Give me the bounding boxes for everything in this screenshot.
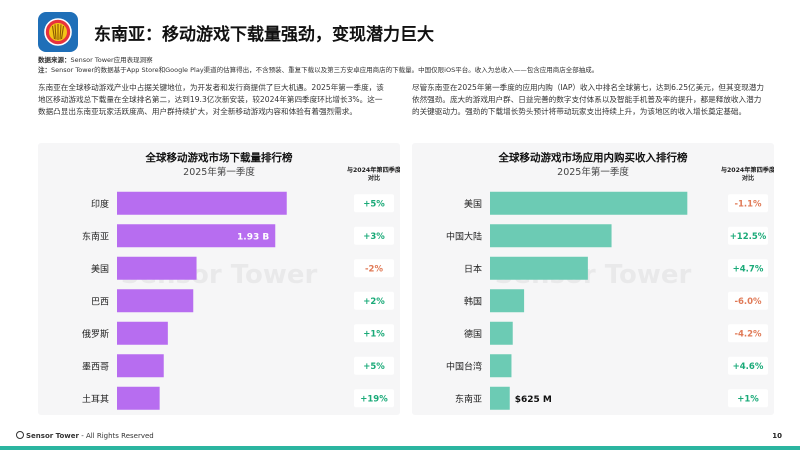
bar (490, 321, 513, 345)
change-badge (354, 194, 394, 213)
category-label: 土耳其 (82, 393, 109, 405)
category-label: 日本 (464, 263, 482, 275)
chart-title: 全球移动游戏市场下载量排行榜 (145, 151, 293, 164)
bar (490, 386, 510, 410)
category-label: 美国 (464, 198, 482, 210)
change-value: -1.1% (734, 200, 762, 210)
page-number: 10 (772, 432, 782, 440)
bar (117, 354, 164, 378)
change-value: +19% (360, 395, 388, 405)
bar-data-label: 1.93 B (237, 232, 269, 242)
revenue-paragraph: 尽管东南亚在2025年第一季度的应用内购（IAP）收入中排名全球第七，达到6.2… (412, 83, 764, 116)
category-label: 俄罗斯 (82, 328, 109, 340)
category-label: 墨西哥 (82, 361, 109, 372)
footer-rights: - All Rights Reserved (78, 432, 154, 440)
category-label: 巴西 (91, 296, 109, 307)
bar (117, 256, 197, 280)
category-label: 美国 (91, 263, 109, 275)
bar (117, 321, 168, 345)
asean-logo (38, 12, 78, 52)
category-label: 东南亚 (82, 230, 109, 242)
footer-accent-line (0, 446, 800, 450)
note-text: Sensor Tower的数据基于App Store和Google Play渠道… (51, 66, 599, 74)
category-label: 中国台湾 (446, 360, 482, 372)
change-badge (728, 324, 768, 343)
footer-brand-name: Sensor Tower (26, 432, 79, 440)
category-label: 东南亚 (455, 393, 482, 405)
source-label: 数据来源： (38, 56, 71, 64)
change-value: +1% (737, 395, 759, 405)
bar (490, 354, 512, 378)
change-value: -2% (365, 265, 383, 275)
change-badge (728, 389, 768, 408)
bar (490, 289, 525, 313)
change-badge (354, 291, 394, 310)
change-badge (728, 291, 768, 310)
chart-subtitle: 2025年第一季度 (183, 166, 255, 178)
change-badge (354, 356, 394, 375)
category-label: 印度 (91, 198, 109, 210)
bar (117, 224, 276, 248)
bar-data-label: $625 M (515, 395, 552, 405)
page-title: 东南亚：移动游戏下载量强劲，变现潜力巨大 (94, 25, 434, 45)
change-badge (354, 324, 394, 343)
change-value: +3% (363, 232, 385, 242)
revenue-chart: Sensor Tower全球移动游戏市场应用内购买收入排行榜2025年第一季度与… (446, 151, 774, 410)
bar (117, 386, 160, 410)
category-label: 韩国 (464, 295, 482, 307)
downloads-paragraph: 东南亚在全球移动游戏产业中占据关键地位，为开发者和发行商提供了巨大机遇。2025… (38, 83, 384, 116)
sensor-tower-icon (16, 431, 24, 439)
change-badge (728, 356, 768, 375)
change-badge (728, 194, 768, 213)
change-value: +12.5% (730, 232, 767, 242)
change-badge (354, 259, 394, 278)
downloads-chart-panel: Sensor Tower 全球移动游戏市场下载量排行榜 2025年第一季度 与2024… (38, 143, 400, 415)
bar (117, 289, 194, 313)
change-header-line2: 对比 (742, 174, 754, 182)
change-value: -6.0% (734, 297, 762, 307)
change-value: +5% (363, 362, 385, 372)
revenue-chart-panel: Sensor Tower 全球移动游戏市场应用内购买收入排行榜 2025年第一季度与… (412, 143, 774, 415)
change-badge (728, 226, 768, 245)
source-note: 数据来源：Sensor Tower应用表现洞察 注：Sensor Tower的数… (38, 55, 598, 75)
note-label: 注： (38, 66, 51, 74)
chart-title: 全球移动游戏市场应用内购买收入排行榜 (498, 151, 688, 164)
change-value: +4.7% (733, 265, 764, 275)
bar (490, 224, 612, 248)
change-header: 与2024年第四季度 (721, 166, 774, 174)
source-text: Sensor Tower应用表现洞察 (70, 56, 153, 64)
change-header-line2: 对比 (368, 174, 380, 182)
change-header: 与2024年第四季度 (347, 166, 400, 174)
footer-brand: Sensor Tower - All Rights Reserved (16, 431, 154, 440)
chart-subtitle: 2025年第一季度 (557, 166, 629, 178)
bar (490, 191, 688, 215)
change-value: +2% (363, 297, 385, 307)
change-value: +1% (363, 330, 385, 340)
bar (117, 191, 287, 215)
change-badge (728, 259, 768, 278)
change-badge (354, 389, 394, 408)
change-value: +4.6% (733, 362, 764, 372)
change-badge (354, 226, 394, 245)
category-label: 中国大陆 (446, 230, 482, 242)
bar (490, 256, 588, 280)
category-label: 德国 (464, 328, 482, 340)
change-value: +5% (363, 200, 385, 210)
change-value: -4.2% (734, 330, 762, 340)
